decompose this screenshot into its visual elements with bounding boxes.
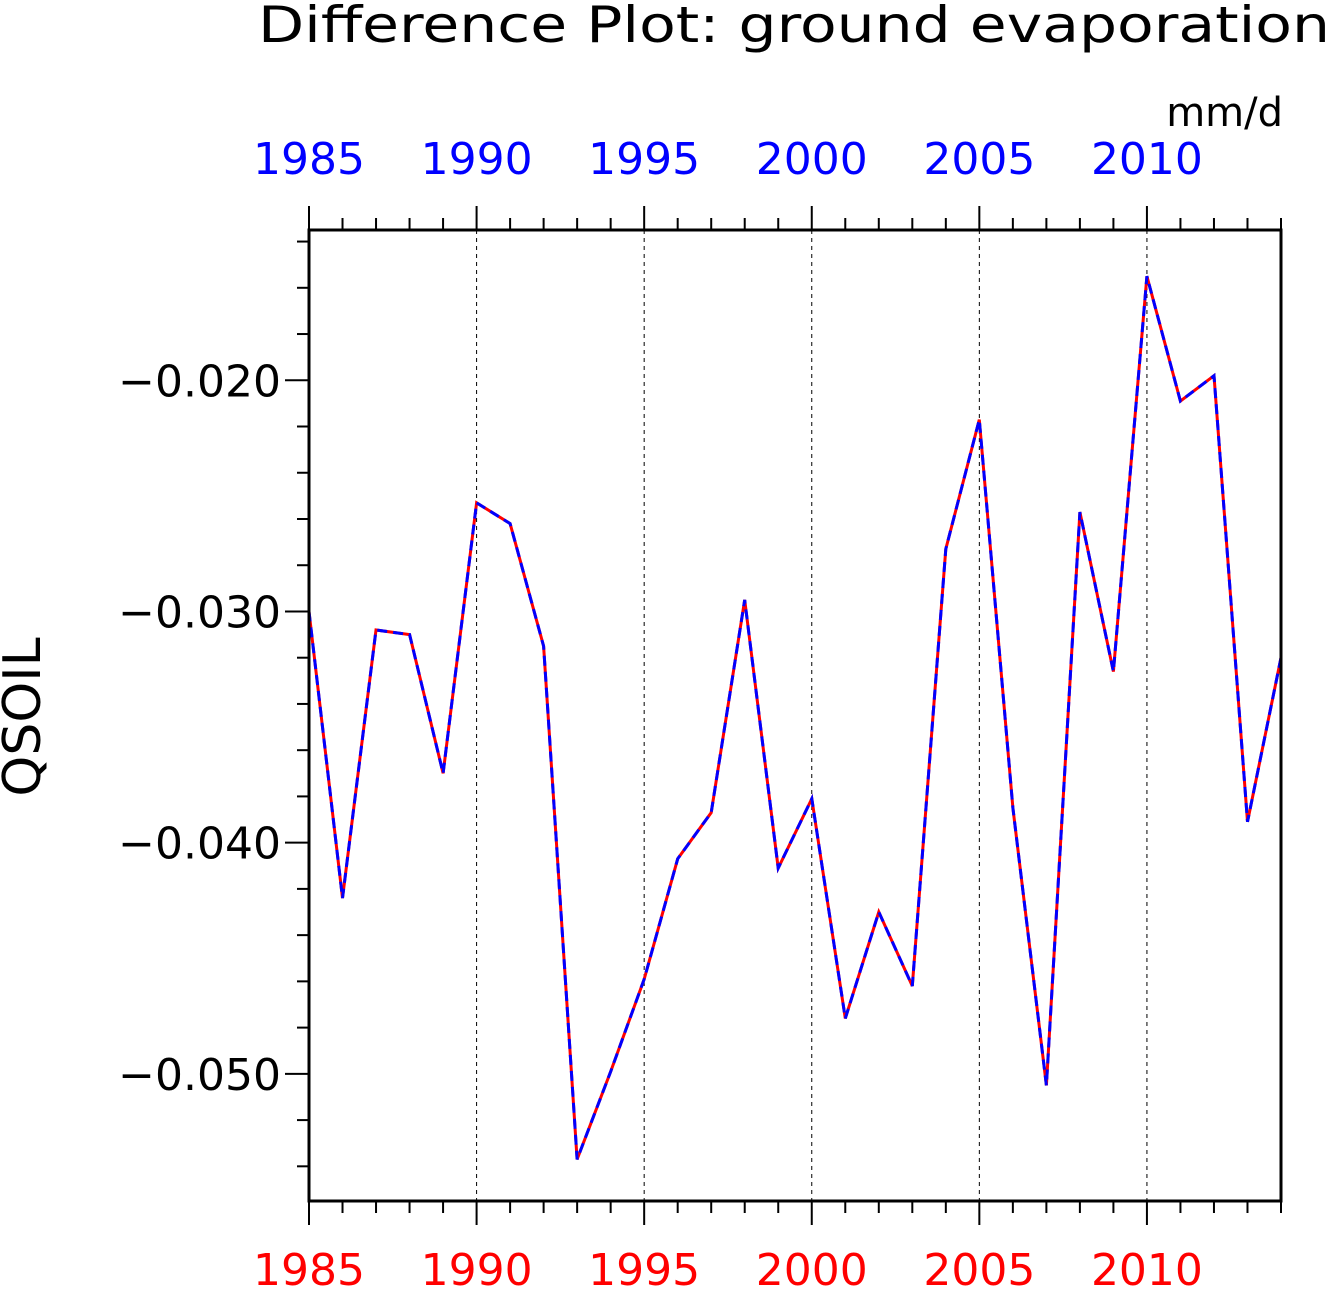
- top-x-tick-label: 1995: [588, 134, 700, 185]
- grid-lines: [476, 230, 1148, 1201]
- top-x-tick-label: 1985: [253, 134, 365, 185]
- bottom-x-tick-label: 2000: [756, 1245, 868, 1293]
- units-label: mm/d: [1166, 90, 1283, 136]
- axis-ticks: [285, 206, 1282, 1225]
- tick-labels: −0.020 −0.030 −0.040 −0.050 1985 1990 1995 2000…: [118, 134, 1203, 1293]
- y-axis-label: QSOIL: [0, 637, 53, 796]
- y-tick-label: −0.050: [118, 1050, 281, 1101]
- plot-frame: [307, 228, 1283, 1203]
- top-x-tick-label: 2005: [923, 134, 1035, 185]
- series-line-blue: [307, 275, 1283, 1160]
- bottom-x-tick-label: 1995: [588, 1245, 700, 1293]
- bottom-x-tick-label: 1990: [421, 1245, 533, 1293]
- y-tick-label: −0.030: [118, 587, 281, 638]
- series-lines: [307, 275, 1283, 1160]
- top-x-tick-label: 2010: [1091, 134, 1203, 185]
- bottom-x-tick-label: 2005: [923, 1245, 1035, 1293]
- bottom-x-tick-label: 1985: [253, 1245, 365, 1293]
- y-tick-label: −0.020: [118, 356, 281, 407]
- y-tick-label: −0.040: [118, 819, 281, 870]
- top-x-tick-label: 1990: [421, 134, 533, 185]
- bottom-x-tick-label: 2010: [1091, 1245, 1203, 1293]
- top-x-tick-label: 2000: [756, 134, 868, 185]
- chart-title: Difference Plot: ground evaporation: [258, 0, 1330, 54]
